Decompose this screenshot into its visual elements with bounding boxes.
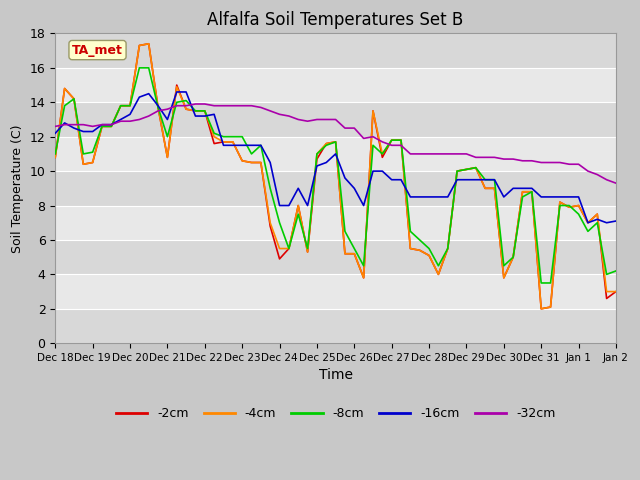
- Text: TA_met: TA_met: [72, 44, 123, 57]
- X-axis label: Time: Time: [319, 369, 353, 383]
- Bar: [55, 240, 616, 275]
- Legend: -2cm, -4cm, -8cm, -16cm, -32cm: -2cm, -4cm, -8cm, -16cm, -32cm: [111, 402, 561, 425]
- Y-axis label: Soil Temperature (C): Soil Temperature (C): [11, 124, 24, 252]
- Bar: [55, 205, 616, 240]
- Bar: [55, 102, 616, 137]
- Bar: [55, 309, 616, 343]
- Bar: [55, 275, 616, 309]
- Title: Alfalfa Soil Temperatures Set B: Alfalfa Soil Temperatures Set B: [207, 11, 464, 29]
- Bar: [55, 68, 616, 102]
- Bar: [55, 171, 616, 205]
- Bar: [55, 137, 616, 171]
- Bar: [55, 34, 616, 68]
